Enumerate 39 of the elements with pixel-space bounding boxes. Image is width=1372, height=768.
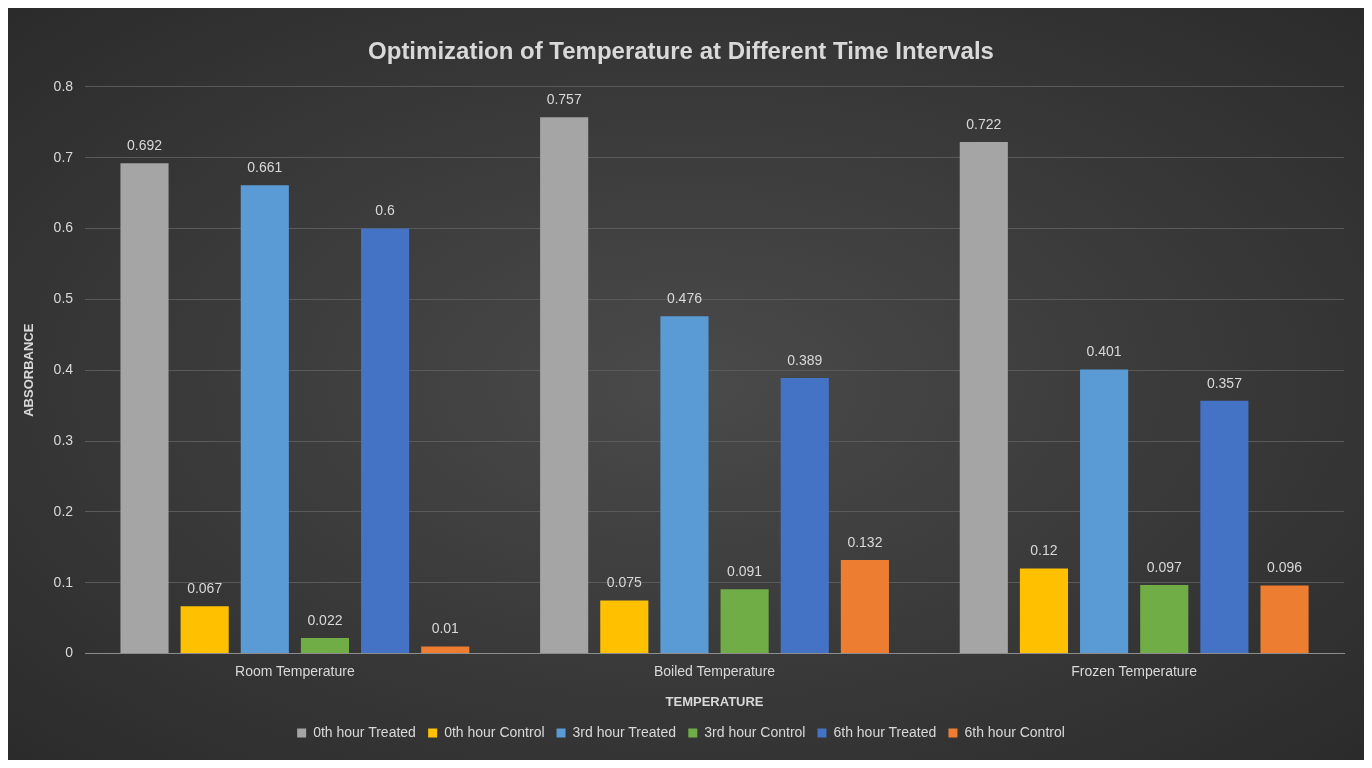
legend-label: 3rd hour Treated — [572, 723, 677, 740]
y-tick-label: 0.2 — [53, 502, 74, 519]
data-label: 0.132 — [847, 533, 883, 550]
legend-label: 0th hour Treated — [313, 723, 416, 740]
data-label: 0.075 — [606, 574, 643, 591]
legend-label: 3rd hour Control — [704, 723, 806, 740]
data-label: 0.01 — [431, 620, 460, 637]
y-tick-label: 0.5 — [53, 290, 74, 307]
data-label: 0.091 — [727, 562, 763, 579]
y-tick-label: 0.8 — [53, 77, 74, 94]
data-label: 0.022 — [307, 611, 343, 628]
legend-label: 0th hour Control — [444, 723, 545, 740]
y-tick-label: 0 — [65, 644, 74, 661]
data-label: 0.661 — [247, 159, 283, 176]
data-label: 0.6 — [375, 202, 396, 219]
y-tick-label: 0.4 — [53, 361, 74, 378]
data-label: 0.097 — [1146, 558, 1182, 575]
y-tick-label: 0.7 — [53, 148, 74, 165]
data-label: 0.401 — [1086, 343, 1122, 360]
x-tick-label: Frozen Temperature — [1071, 662, 1198, 679]
data-label: 0.476 — [666, 290, 703, 307]
data-label: 0.722 — [966, 115, 1002, 132]
data-label: 0.067 — [187, 579, 223, 596]
y-axis-title: ABSORBANCE — [21, 323, 37, 417]
legend-label: 6th hour Treated — [833, 723, 937, 740]
x-tick-label: Boiled Temperature — [653, 662, 776, 679]
x-axis-title: TEMPERATURE — [665, 693, 764, 709]
data-label: 0.096 — [1267, 559, 1303, 576]
chart-title: Optimization of Temperature at Different Time Intervals — [368, 37, 994, 65]
data-label: 0.757 — [546, 91, 582, 108]
data-label: 0.12 — [1030, 542, 1058, 559]
y-tick-label: 0.6 — [53, 219, 74, 236]
y-tick-label: 0.3 — [53, 431, 74, 448]
y-tick-label: 0.1 — [53, 573, 74, 590]
data-label: 0.389 — [787, 351, 823, 368]
x-tick-label: Room Temperature — [235, 662, 355, 679]
legend-label: 6th hour Control — [964, 723, 1065, 740]
data-label: 0.357 — [1206, 374, 1243, 391]
data-label: 0.692 — [126, 137, 163, 154]
